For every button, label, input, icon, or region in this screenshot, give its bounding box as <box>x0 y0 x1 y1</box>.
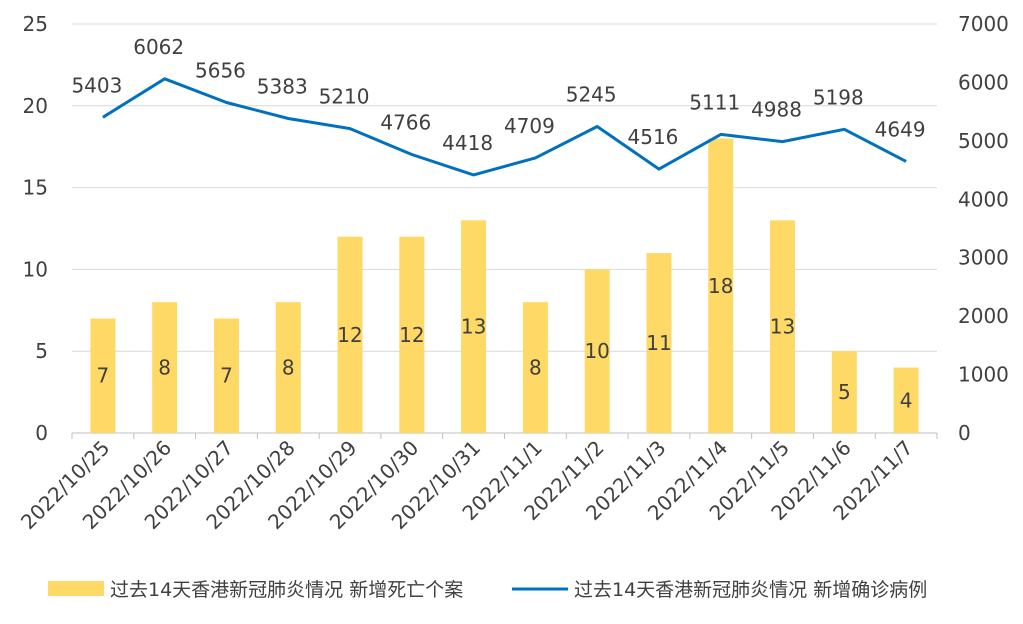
bar <box>646 253 672 433</box>
bar <box>152 302 178 433</box>
line-data-label: 5245 <box>566 83 617 107</box>
y-right-tick-label: 1000 <box>958 363 1009 387</box>
bar-data-label: 4 <box>900 388 913 412</box>
y-left-tick-label: 5 <box>35 339 48 363</box>
bar <box>708 138 734 433</box>
bar-data-label: 8 <box>158 356 171 380</box>
bar <box>522 302 548 433</box>
bar-data-label: 18 <box>708 274 733 298</box>
y-left-tick-label: 25 <box>23 12 48 36</box>
bar-data-label: 8 <box>282 356 295 380</box>
y-right-tick-label: 2000 <box>958 304 1009 328</box>
line-data-label: 5210 <box>319 85 370 109</box>
line-data-label: 4709 <box>504 114 555 138</box>
bar-labels: 7 8 7 8 12 12 13 8 10 11 18 13 5 4 <box>97 274 913 413</box>
axes: 0 5 10 15 20 25 0 1000 2000 3000 4000 5000 6000 7000 <box>23 12 1009 445</box>
y-left-tick-label: 15 <box>23 176 48 200</box>
y-right-tick-label: 0 <box>958 421 971 445</box>
line-data-label: 6062 <box>133 35 184 59</box>
line-data-label: 4988 <box>751 98 802 122</box>
bar-data-label: 12 <box>337 323 362 347</box>
line-data-label: 5656 <box>195 59 246 83</box>
y-right-tick-label: 3000 <box>958 246 1009 270</box>
bar-data-label: 13 <box>770 315 795 339</box>
line-data-label: 5383 <box>257 74 308 98</box>
line-data-label: 5403 <box>71 73 122 97</box>
legend-swatch-deaths <box>48 581 104 596</box>
bars <box>90 138 919 433</box>
y-right-tick-label: 6000 <box>958 70 1009 94</box>
line-data-label: 5198 <box>813 85 864 109</box>
line-data-label: 4649 <box>875 117 926 141</box>
legend-label-cases: 过去14天香港新冠肺炎情况 新增确诊病例 <box>574 579 927 601</box>
y-right-tick-label: 5000 <box>958 129 1009 153</box>
bar-data-label: 5 <box>838 380 851 404</box>
bar <box>584 269 610 433</box>
bar-data-label: 7 <box>220 364 233 388</box>
y-left-tick-label: 0 <box>35 421 48 445</box>
bar-data-label: 13 <box>461 315 486 339</box>
bar <box>337 236 363 433</box>
bar-data-label: 8 <box>529 356 542 380</box>
legend-label-deaths: 过去14天香港新冠肺炎情况 新增死亡个案 <box>110 579 463 601</box>
legend: 过去14天香港新冠肺炎情况 新增死亡个案 过去14天香港新冠肺炎情况 新增确诊病… <box>48 579 927 601</box>
x-axis-ticks: 2022/10/252022/10/262022/10/272022/10/28… <box>16 436 918 534</box>
y-right-tick-label: 7000 <box>958 12 1009 36</box>
bar <box>213 318 239 433</box>
line-path <box>102 77 907 177</box>
bar <box>831 351 857 433</box>
line-data-label: 4766 <box>380 111 431 135</box>
bar <box>399 236 425 433</box>
bar-data-label: 7 <box>97 364 110 388</box>
bar-data-label: 10 <box>584 339 609 363</box>
line-labels: 5403 6062 5656 5383 5210 4766 4418 4709 5245 4516… <box>71 35 925 155</box>
line-series <box>102 77 907 177</box>
bar <box>770 220 796 433</box>
line-data-label: 4418 <box>442 131 493 155</box>
line-data-label: 5111 <box>689 90 740 114</box>
bar-data-label: 12 <box>399 323 424 347</box>
bar <box>893 367 919 433</box>
y-left-tick-label: 10 <box>23 257 48 281</box>
y-left-tick-label: 20 <box>23 94 48 118</box>
line-data-label: 4516 <box>628 125 679 149</box>
bar <box>461 220 487 433</box>
bar-data-label: 11 <box>646 331 671 355</box>
bar <box>90 318 116 433</box>
bar <box>275 302 301 433</box>
y-right-tick-label: 4000 <box>958 187 1009 211</box>
